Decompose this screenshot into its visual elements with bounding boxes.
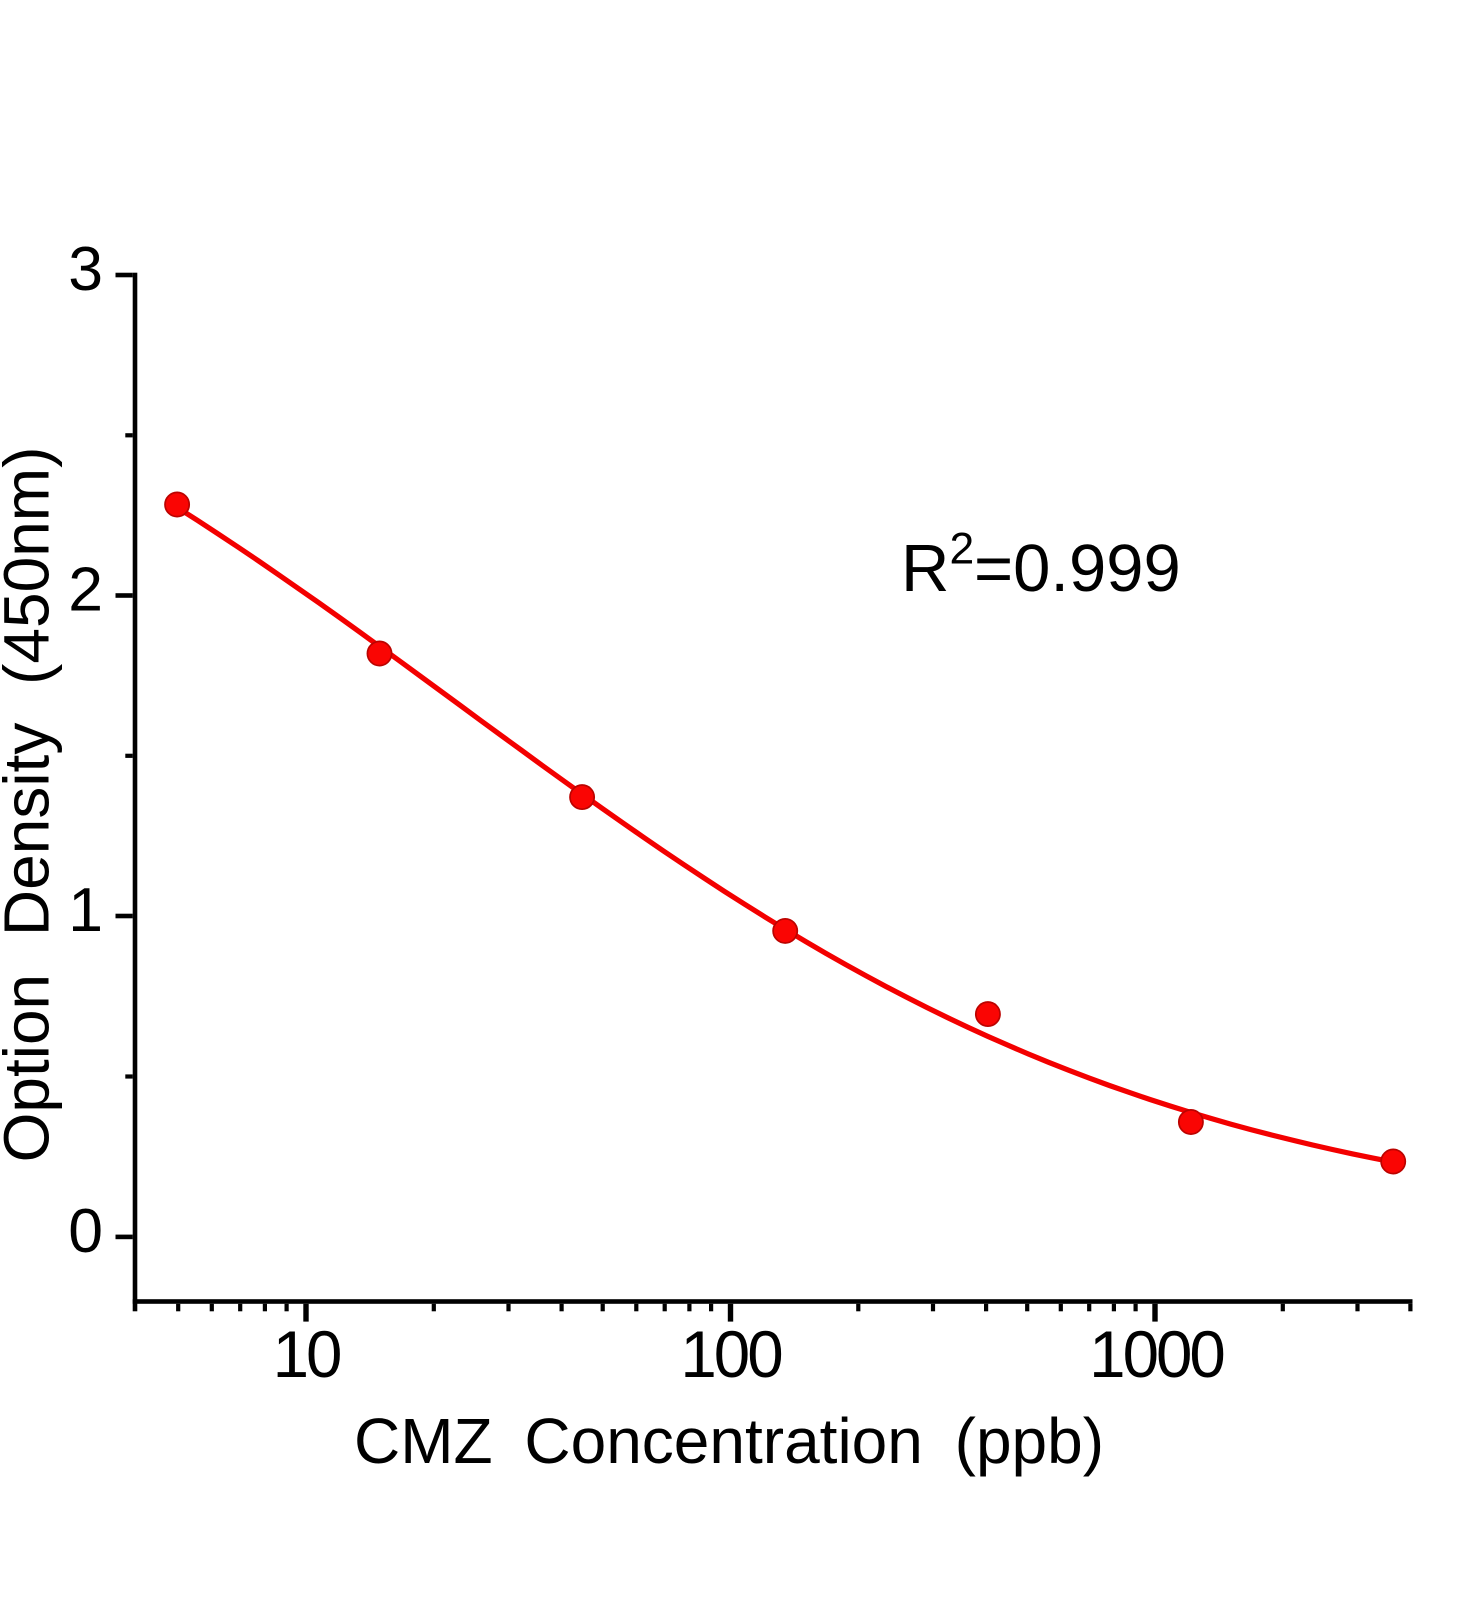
- svg-text:10: 10: [273, 1318, 340, 1391]
- svg-text:2: 2: [68, 555, 103, 625]
- svg-text:=0.999: =0.999: [974, 531, 1181, 606]
- svg-text:CMZ Concentration (ppb): CMZ Concentration (ppb): [354, 1405, 1104, 1477]
- svg-text:R: R: [901, 531, 949, 606]
- svg-text:1: 1: [68, 875, 103, 945]
- svg-text:100: 100: [680, 1318, 781, 1391]
- svg-text:Option Density (450nm): Option Density (450nm): [0, 447, 63, 1163]
- svg-text:0: 0: [68, 1196, 103, 1266]
- svg-text:1000: 1000: [1089, 1318, 1223, 1391]
- svg-text:3: 3: [68, 234, 103, 304]
